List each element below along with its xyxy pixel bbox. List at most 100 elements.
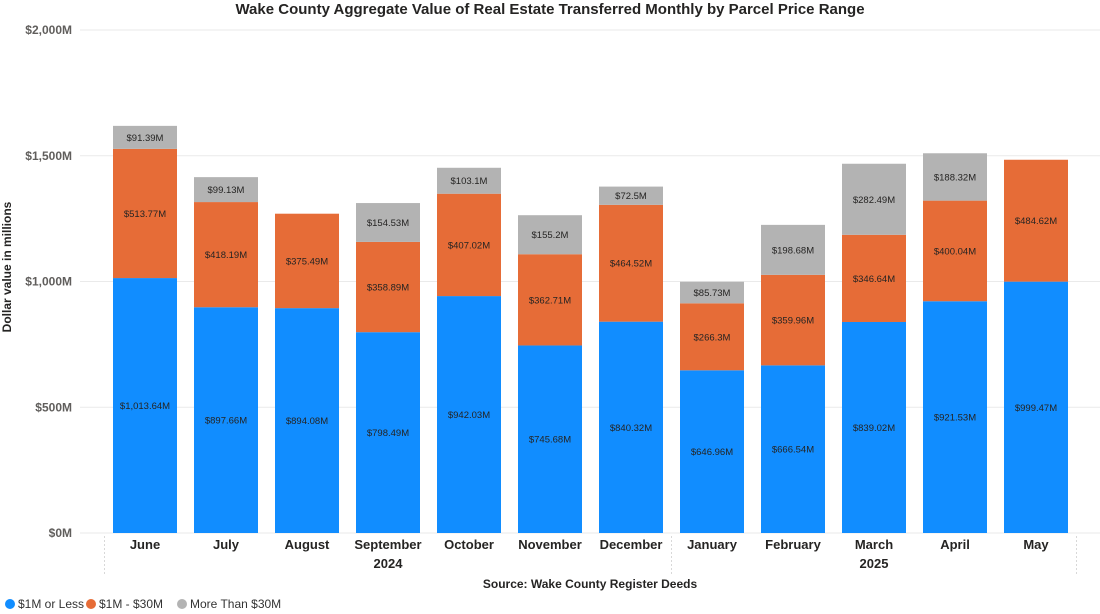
bar-segment: [680, 303, 744, 371]
bar-segment: [437, 296, 501, 533]
x-tick-label: September: [354, 537, 421, 552]
data-label: $266.3M: [694, 332, 731, 343]
x-tick-label: March: [855, 537, 893, 552]
bar-segment: [680, 370, 744, 533]
data-label: $484.62M: [1015, 216, 1057, 227]
data-label: $464.52M: [610, 259, 652, 270]
data-label: $188.32M: [934, 172, 976, 183]
bar-segment: [356, 241, 420, 333]
data-label: $999.47M: [1015, 403, 1057, 414]
bar-segment: [275, 213, 339, 309]
data-label: $894.08M: [286, 416, 328, 427]
x-tick-label: October: [444, 537, 494, 552]
y-axis-title: Dollar value in millions: [0, 201, 14, 332]
bar-segment: [923, 301, 987, 533]
y-tick-label: $2,000M: [25, 23, 72, 37]
data-label: $921.53M: [934, 413, 976, 424]
y-tick-label: $1,500M: [25, 149, 72, 163]
data-label: $375.49M: [286, 256, 328, 267]
bar-segment: [599, 204, 663, 322]
legend-marker: [177, 599, 187, 609]
year-group-label: 2025: [860, 556, 889, 571]
x-tick-label: December: [600, 537, 663, 552]
legend-label: $1M or Less: [18, 597, 84, 611]
data-label: $155.2M: [532, 230, 569, 241]
data-label: $666.54M: [772, 445, 814, 456]
y-tick-label: $500M: [35, 400, 72, 414]
bar-segment: [194, 202, 258, 308]
y-axis-ticks: $0M $500M $1,000M $1,500M $2,000M: [25, 23, 72, 540]
chart-title: Wake County Aggregate Value of Real Esta…: [235, 1, 864, 18]
bar-segment: [356, 332, 420, 533]
data-label: $85.73M: [694, 288, 731, 299]
bar-segment: [923, 153, 987, 201]
x-tick-label: May: [1023, 537, 1049, 552]
x-tick-label: July: [213, 537, 240, 552]
bar-segment: [599, 186, 663, 205]
data-label: $91.39M: [127, 133, 164, 144]
bar-segment: [113, 125, 177, 149]
bar-segment: [194, 177, 258, 203]
x-tick-label: January: [687, 537, 738, 552]
data-label: $798.49M: [367, 428, 409, 439]
x-axis-title: Source: Wake County Register Deeds: [483, 577, 698, 591]
bar-segment: [275, 308, 339, 533]
data-label: $1,013.64M: [120, 401, 170, 412]
bar-segment: [761, 274, 825, 366]
bar-segment: [356, 203, 420, 242]
bar-segment: [842, 163, 906, 235]
bar-segment: [761, 365, 825, 533]
y-tick-label: $1,000M: [25, 275, 72, 289]
data-label: $72.5M: [615, 191, 647, 202]
data-label: $400.04M: [934, 246, 976, 257]
bar-segment: [1004, 281, 1068, 533]
bar-segment: [518, 345, 582, 533]
data-label: $513.77M: [124, 209, 166, 220]
bar-segment: [680, 281, 744, 304]
x-tick-label: June: [130, 537, 160, 552]
bar-segment: [518, 254, 582, 346]
data-label: $282.49M: [853, 195, 895, 206]
bar-segment: [113, 148, 177, 279]
data-label: $198.68M: [772, 245, 814, 256]
data-label: $103.1M: [451, 176, 488, 187]
x-tick-label: August: [285, 537, 330, 552]
x-tick-label: November: [518, 537, 582, 552]
x-tick-label: April: [940, 537, 970, 552]
data-label: $839.02M: [853, 423, 895, 434]
bar-segment: [923, 200, 987, 302]
bar-segment: [842, 234, 906, 322]
data-label: $840.32M: [610, 423, 652, 434]
y-tick-label: $0M: [49, 526, 72, 540]
data-label: $745.68M: [529, 435, 571, 446]
bar-series: $1,013.64M $513.77M $91.39M $897.66M $418.19…: [113, 125, 1068, 533]
legend[interactable]: $1M or Less $1M - $30M More Than $30M: [5, 597, 281, 611]
legend-label: More Than $30M: [190, 597, 281, 611]
year-group-label: 2024: [374, 556, 404, 571]
data-label: $358.89M: [367, 283, 409, 294]
data-label: $359.96M: [772, 316, 814, 327]
legend-label: $1M - $30M: [99, 597, 163, 611]
data-label: $362.71M: [529, 295, 571, 306]
bar-segment: [194, 307, 258, 533]
data-label: $646.96M: [691, 447, 733, 458]
bar-segment: [437, 167, 501, 194]
legend-marker: [5, 599, 15, 609]
bar-segment: [761, 224, 825, 275]
bar-segment: [113, 278, 177, 533]
data-label: $99.13M: [208, 185, 245, 196]
x-axis-ticks: June July August September October November De…: [104, 536, 1077, 575]
bar-segment: [842, 321, 906, 533]
bar-segment: [599, 321, 663, 533]
data-label: $942.03M: [448, 410, 490, 421]
data-label: $418.19M: [205, 250, 247, 261]
data-label: $154.53M: [367, 218, 409, 229]
x-tick-label: February: [765, 537, 821, 552]
legend-marker: [86, 599, 96, 609]
data-label: $407.02M: [448, 240, 490, 251]
data-label: $346.64M: [853, 274, 895, 285]
bar-segment: [437, 193, 501, 297]
data-label: $897.66M: [205, 416, 247, 427]
bar-segment: [1004, 159, 1068, 282]
